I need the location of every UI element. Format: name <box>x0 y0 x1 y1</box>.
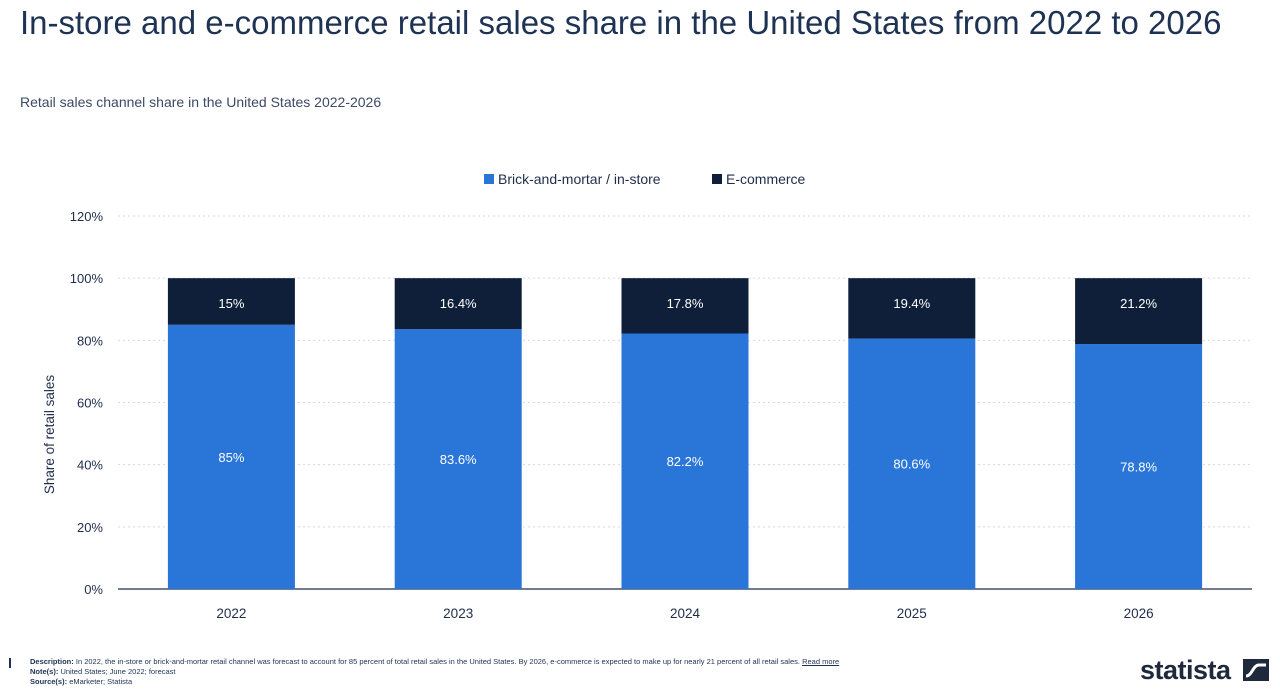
y-tick-label: 20% <box>77 520 103 535</box>
data-label-in-store-2026: 78.8% <box>1120 460 1157 475</box>
y-tick-label: 60% <box>77 396 103 411</box>
data-label-ecommerce-2024: 17.8% <box>667 296 704 311</box>
data-label-in-store-2022: 85% <box>218 450 244 465</box>
bar-in-store-2026 <box>1075 344 1203 589</box>
x-tick-label: 2024 <box>670 606 701 621</box>
x-tick-label: 2026 <box>1124 606 1154 621</box>
description-label: Description: <box>30 657 74 666</box>
x-tick-label: 2025 <box>897 606 927 621</box>
read-more-link[interactable]: Read more <box>802 657 840 666</box>
y-tick-label: 100% <box>70 271 104 286</box>
legend-in-store-swatch <box>484 174 494 184</box>
data-label-ecommerce-2023: 16.4% <box>440 296 477 311</box>
data-label-ecommerce-2026: 21.2% <box>1120 296 1157 311</box>
data-label-ecommerce-2022: 15% <box>218 296 244 311</box>
bar-in-store-2022 <box>167 324 295 589</box>
data-label-ecommerce-2025: 19.4% <box>893 296 930 311</box>
source-label: Source(s): <box>30 677 68 686</box>
chart-subtitle: Retail sales channel share in the United… <box>20 94 382 110</box>
chart-title: In-store and e-commerce retail sales sha… <box>20 4 1222 41</box>
statista-logo-mark-icon <box>1243 659 1269 681</box>
bar-in-store-2025 <box>848 338 976 589</box>
data-label-in-store-2024: 82.2% <box>667 454 704 469</box>
statista-logo[interactable]: statista <box>1140 655 1231 685</box>
legend-ecommerce-swatch <box>712 174 722 184</box>
notes-text: United States; June 2022; forecast <box>60 667 176 676</box>
data-label-in-store-2023: 83.6% <box>440 452 477 467</box>
data-label-in-store-2025: 80.6% <box>893 457 930 472</box>
legend-ecommerce-label: E-commerce <box>726 171 806 187</box>
footer-notes: Description: In 2022, the in-store or br… <box>30 657 1030 687</box>
y-tick-label: 0% <box>84 582 103 597</box>
legend-in-store-label: Brick-and-mortar / in-store <box>498 171 661 187</box>
bar-in-store-2024 <box>621 333 749 589</box>
bar-ecommerce-2023 <box>394 278 522 330</box>
stacked-bar-chart: 0% 20% 40% 60% 80% 100% 120% Share of retail sa… <box>42 171 1252 621</box>
notes-label: Note(s): <box>30 667 59 676</box>
y-tick-label: 40% <box>77 458 103 473</box>
y-tick-label: 80% <box>77 333 103 348</box>
y-axis-title: Share of retail sales <box>42 375 57 495</box>
footer-accent-bar <box>9 658 11 668</box>
bar-ecommerce-2026 <box>1075 278 1203 345</box>
bar-ecommerce-2024 <box>621 278 749 334</box>
x-tick-label: 2023 <box>443 606 473 621</box>
bar-ecommerce-2022 <box>167 278 295 325</box>
bar-in-store-2023 <box>394 329 522 589</box>
description-text: In 2022, the in-store or brick-and-morta… <box>75 657 800 666</box>
footer: Description: In 2022, the in-store or br… <box>0 655 1280 692</box>
source-text: eMarketer; Statista <box>69 677 133 686</box>
x-tick-label: 2022 <box>216 606 246 621</box>
bar-ecommerce-2025 <box>848 278 976 339</box>
y-tick-label: 120% <box>70 209 104 224</box>
